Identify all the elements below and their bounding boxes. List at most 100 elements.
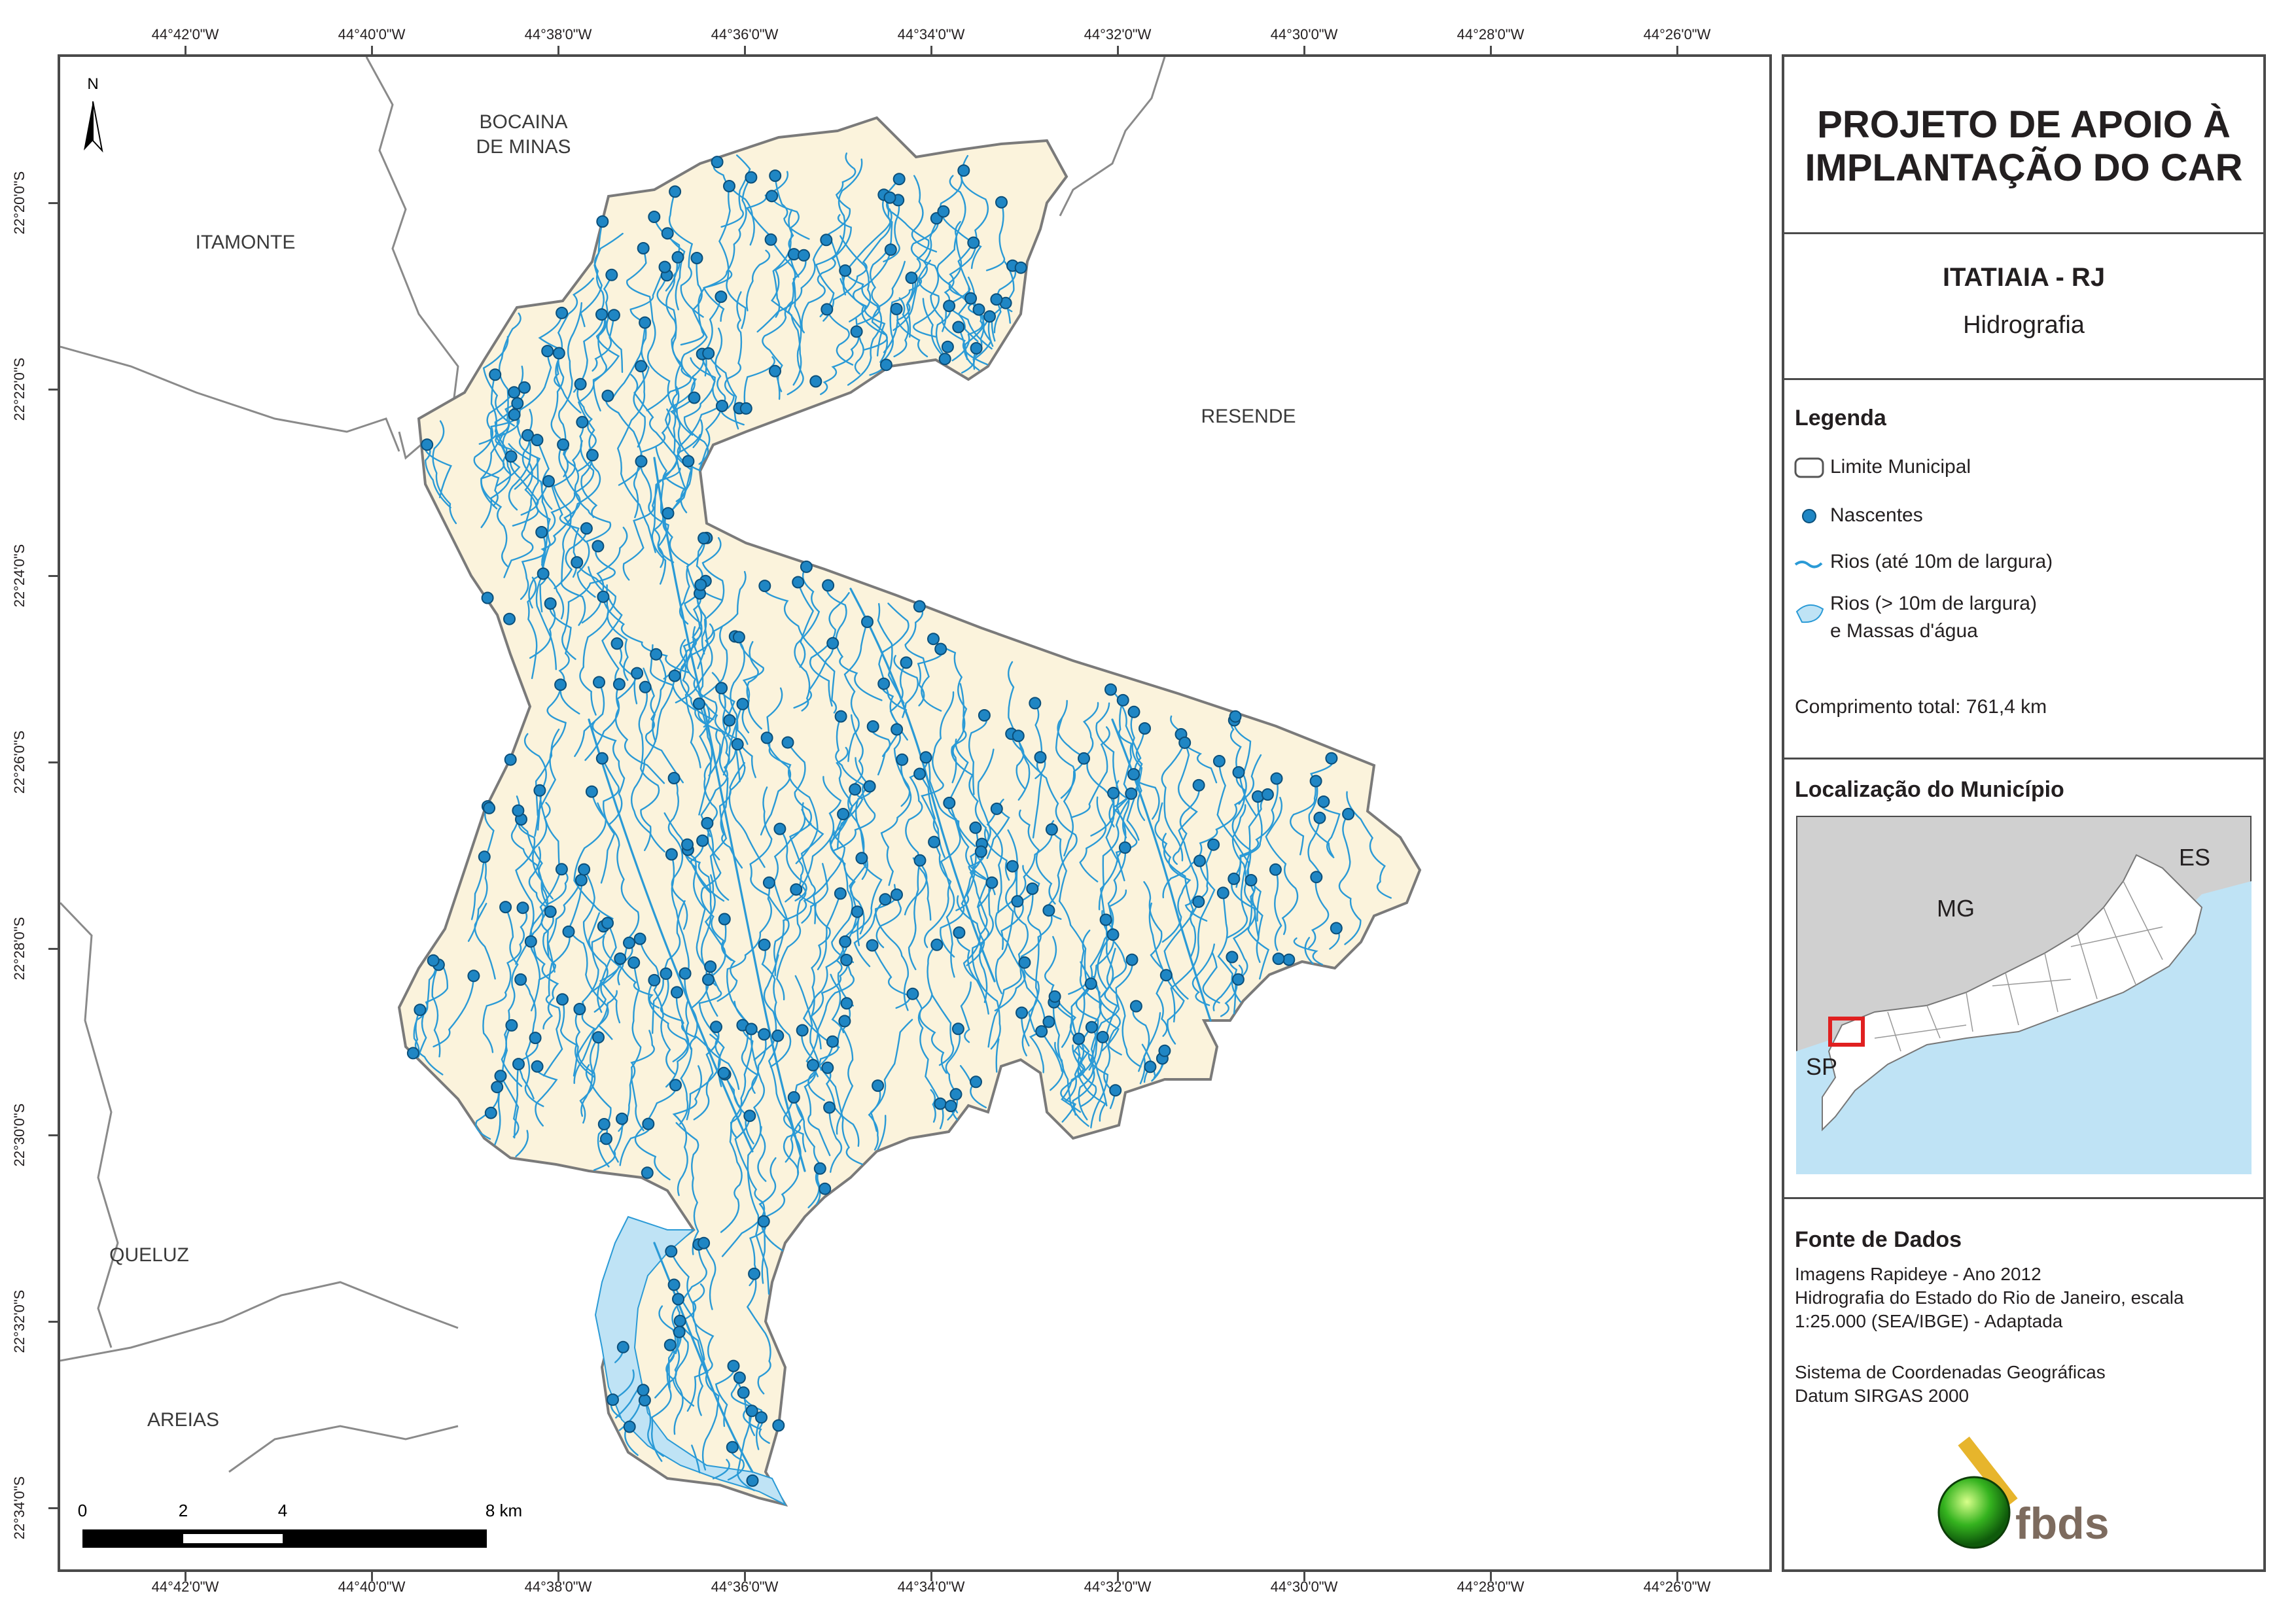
graticule-tick [1303,1572,1305,1581]
spring-point [576,417,588,428]
spring-point [640,682,651,693]
scale-label-4: 4 [278,1501,287,1521]
spring-point [616,1113,627,1125]
spring-point [513,1058,524,1070]
spring-point [1128,769,1139,780]
spring-point [1273,953,1284,964]
spring-point [680,968,691,979]
spring-point [587,449,598,461]
spring-point [945,1100,957,1111]
spring-point [824,1102,835,1113]
spring-point [694,698,705,709]
spring-point [741,403,752,414]
spring-point [512,398,523,409]
spring-point [856,852,867,864]
spring-point [836,711,847,722]
spring-point [807,1060,819,1071]
spring-point [554,347,565,358]
spring-point [556,864,567,875]
spring-point [1050,991,1061,1002]
spring-point [1179,737,1190,748]
spring-point [421,439,433,450]
spring-point [1326,753,1337,764]
graticule-tick [185,46,186,55]
spring-point [1139,723,1150,734]
spring-point [773,1420,784,1431]
spring-point [914,769,925,780]
spring-point [701,818,713,829]
spring-point [732,739,743,750]
spring-point [1120,842,1131,853]
spring-point [1311,871,1322,882]
graticule-tick [930,46,932,55]
spring-point [758,1029,769,1040]
spring-point [819,1183,830,1195]
spring-point [1007,861,1018,872]
spring-point [841,998,853,1009]
spring-point [953,1023,964,1034]
spring-point [1016,262,1027,273]
spring-point [852,906,863,917]
spring-point [901,657,912,668]
spring-point [556,307,567,319]
spring-point [979,710,990,721]
crs-text: Sistema de Coordenadas Geográficas Datum… [1795,1361,2106,1408]
spring-point [958,165,969,176]
lon-label-top-4: 44°36'0"W [711,26,779,43]
lat-label-3: 22°24'0"S [11,544,28,608]
graticule-tick [48,202,58,204]
spring-point [1108,788,1119,799]
spring-point [666,849,677,860]
spring-point [1159,1045,1170,1056]
spring-point [628,957,639,968]
spring-point [968,237,979,249]
graticule-tick [557,46,559,55]
spring-point [815,1163,826,1174]
spring-point [1105,684,1116,695]
spring-point [674,1327,685,1338]
spring-point [879,894,891,905]
spring-point [907,988,918,1000]
spring-point [1073,1034,1084,1045]
spring-point [669,671,680,682]
spring-point [970,1076,981,1087]
spring-point [769,170,781,181]
spring-point [747,1475,758,1486]
spring-point [746,1024,757,1035]
spring-point [971,343,982,354]
spring-point [849,784,860,795]
spring-point [894,173,905,184]
lat-label-5: 22°28'0"S [11,917,28,981]
spring-point [648,211,660,222]
graticule-tick [1117,46,1119,55]
graticule-tick [48,575,58,577]
spring-point [638,1384,649,1395]
spring-point [1218,887,1229,898]
spring-point [928,837,940,848]
spring-point [557,439,569,450]
spring-point [891,304,902,315]
spring-point [821,234,832,245]
graticule-tick [1303,46,1305,55]
spring-point [921,752,932,763]
spring-point [891,724,902,735]
spring-point [571,557,582,568]
project-title-line2: IMPLANTAÇÃO DO CAR [1784,147,2263,190]
spring-point [592,540,603,551]
spring-point [545,598,556,609]
spring-point [733,632,745,643]
spring-point [1043,1017,1054,1028]
spring-point [624,1422,635,1433]
spring-point [515,974,526,985]
spring-point [1226,952,1237,963]
spring-point [1228,873,1239,884]
spring-point [867,940,878,951]
spring-point [1101,915,1112,926]
spring-point [1283,954,1294,966]
sources-text: Imagens Rapideye - Ano 2012 Hidrografia … [1795,1263,2184,1333]
spring-point [1262,789,1273,800]
inset-label-sp: SP [1806,1053,1837,1081]
spring-point [878,678,889,689]
spring-point [928,633,939,644]
spring-point [727,1442,738,1453]
